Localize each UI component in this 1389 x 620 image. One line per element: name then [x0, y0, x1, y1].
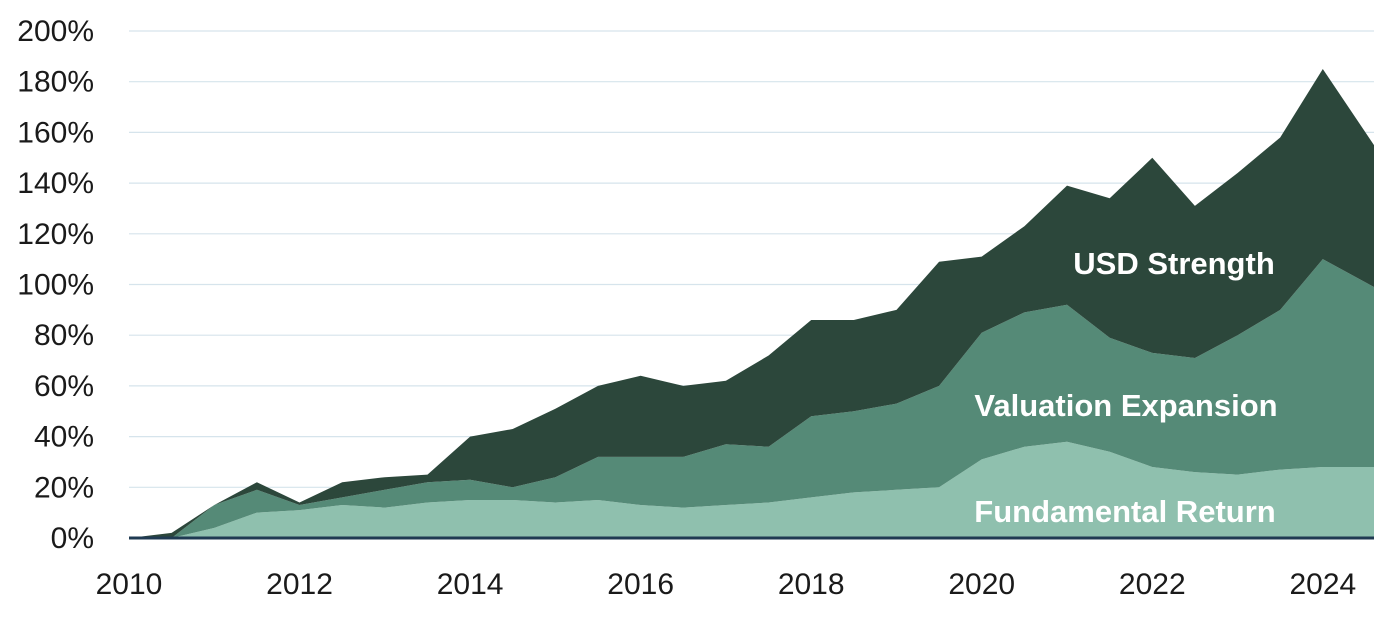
x-axis-tick-labels: 2010 2012 2014 2016 2018 2020 2022 2024 — [96, 568, 1357, 601]
y-tick-label: 0% — [51, 522, 94, 555]
y-tick-label: 160% — [17, 116, 94, 149]
y-tick-label: 40% — [34, 421, 94, 454]
y-tick-label: 180% — [17, 66, 94, 99]
x-tick-label: 2020 — [948, 568, 1015, 601]
x-tick-label: 2016 — [607, 568, 674, 601]
area-usd-strength — [129, 69, 1374, 538]
area-fundamental-return — [129, 441, 1374, 538]
area-series — [129, 69, 1374, 538]
x-tick-label: 2014 — [437, 568, 504, 601]
x-tick-label: 2010 — [96, 568, 163, 601]
x-tick-label: 2022 — [1119, 568, 1186, 601]
area-valuation-expansion — [129, 259, 1374, 538]
y-axis-tick-labels: 0% 20% 40% 60% 80% 100% 120% 140% 160% 180% 200% — [17, 15, 94, 555]
y-tick-label: 60% — [34, 370, 94, 403]
series-label-usd-strength: USD Strength — [1073, 246, 1275, 281]
gridlines — [129, 30, 1374, 488]
y-tick-label: 80% — [34, 319, 94, 352]
x-tick-label: 2024 — [1289, 568, 1356, 601]
series-label-fundamental-return: Fundamental Return — [974, 494, 1275, 529]
y-tick-label: 20% — [34, 471, 94, 504]
series-label-valuation-expansion: Valuation Expansion — [974, 388, 1277, 423]
y-tick-label: 120% — [17, 218, 94, 251]
y-tick-label: 100% — [17, 269, 94, 302]
series-labels: USD Strength Valuation Expansion Fundame… — [974, 246, 1277, 529]
x-tick-label: 2012 — [266, 568, 333, 601]
x-tick-label: 2018 — [778, 568, 845, 601]
y-tick-label: 200% — [17, 15, 94, 48]
y-tick-label: 140% — [17, 167, 94, 200]
